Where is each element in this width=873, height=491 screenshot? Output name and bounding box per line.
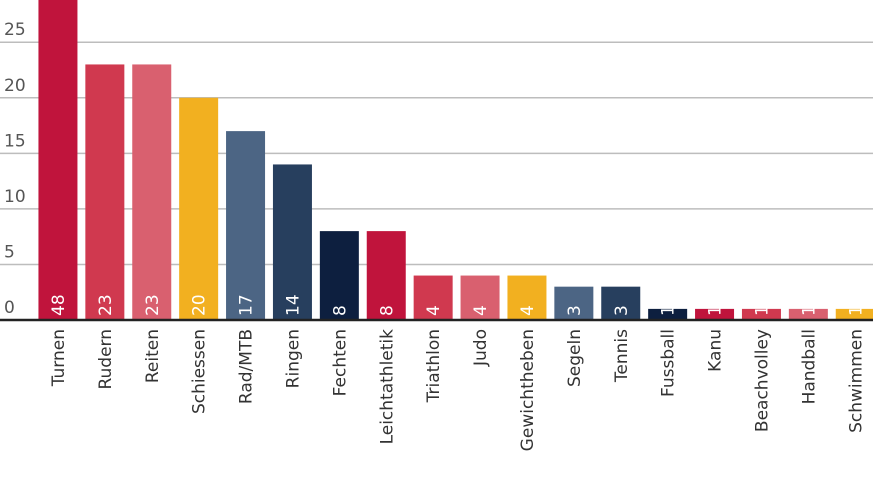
value-label: 23 bbox=[143, 294, 163, 316]
value-label: 1 bbox=[846, 305, 866, 316]
labels: 051015202548Turnen23Rudern23Reiten20Schi… bbox=[0, 20, 873, 451]
bar bbox=[835, 308, 873, 320]
value-label: 1 bbox=[706, 305, 726, 316]
value-label: 48 bbox=[49, 294, 69, 316]
value-label: 1 bbox=[799, 305, 819, 316]
value-label: 4 bbox=[424, 305, 444, 316]
value-label: 8 bbox=[377, 305, 397, 316]
x-tick-label: Kanu bbox=[706, 329, 726, 372]
bar bbox=[507, 275, 547, 320]
x-tick-label: Handball bbox=[799, 329, 819, 404]
value-label: 8 bbox=[330, 305, 350, 316]
x-tick-label: Rudern bbox=[96, 329, 116, 390]
value-label: 20 bbox=[190, 294, 210, 316]
x-tick-label: Schiessen bbox=[190, 329, 210, 414]
bar bbox=[648, 308, 688, 320]
bar bbox=[554, 286, 594, 320]
bar bbox=[272, 164, 312, 320]
x-tick-label: Leichtathletik bbox=[377, 329, 397, 445]
bar bbox=[741, 308, 781, 320]
x-tick-label: Ringen bbox=[283, 329, 303, 388]
x-tick-label: Schwimmen bbox=[846, 329, 866, 433]
x-tick-label: Reiten bbox=[143, 329, 163, 383]
bar bbox=[132, 64, 172, 320]
value-label: 4 bbox=[471, 305, 491, 316]
value-label: 3 bbox=[612, 305, 632, 316]
bar bbox=[788, 308, 828, 320]
bars bbox=[38, 0, 873, 321]
y-tick-label: 0 bbox=[4, 298, 15, 318]
value-label: 23 bbox=[96, 294, 116, 316]
x-tick-label: Judo bbox=[471, 329, 491, 367]
x-tick-label: Beachvolley bbox=[752, 329, 772, 432]
bar bbox=[366, 231, 406, 320]
bar bbox=[179, 97, 219, 321]
value-label: 3 bbox=[565, 305, 585, 316]
y-tick-label: 10 bbox=[4, 187, 26, 207]
bar bbox=[695, 308, 735, 320]
bar bbox=[601, 286, 641, 320]
bar bbox=[226, 131, 266, 320]
y-tick-label: 25 bbox=[4, 20, 26, 40]
bar bbox=[413, 275, 453, 320]
bar bbox=[38, 0, 78, 320]
bar bbox=[460, 275, 500, 320]
x-tick-label: Rad/MTB bbox=[237, 329, 257, 404]
x-tick-label: Segeln bbox=[565, 329, 585, 387]
value-label: 14 bbox=[283, 294, 303, 316]
value-label: 17 bbox=[237, 294, 257, 316]
x-tick-label: Fussball bbox=[659, 329, 679, 397]
x-tick-label: Gewichtheben bbox=[518, 329, 538, 451]
x-tick-label: Triathlon bbox=[424, 329, 444, 403]
x-tick-label: Fechten bbox=[330, 329, 350, 396]
y-tick-label: 15 bbox=[4, 131, 26, 151]
bar bbox=[85, 64, 125, 320]
value-label: 1 bbox=[659, 305, 679, 316]
x-tick-label: Tennis bbox=[612, 329, 632, 383]
value-label: 4 bbox=[518, 305, 538, 316]
value-label: 1 bbox=[752, 305, 772, 316]
x-tick-label: Turnen bbox=[49, 329, 69, 387]
y-tick-label: 5 bbox=[4, 242, 15, 262]
y-tick-label: 20 bbox=[4, 76, 26, 96]
bar bbox=[319, 231, 359, 320]
